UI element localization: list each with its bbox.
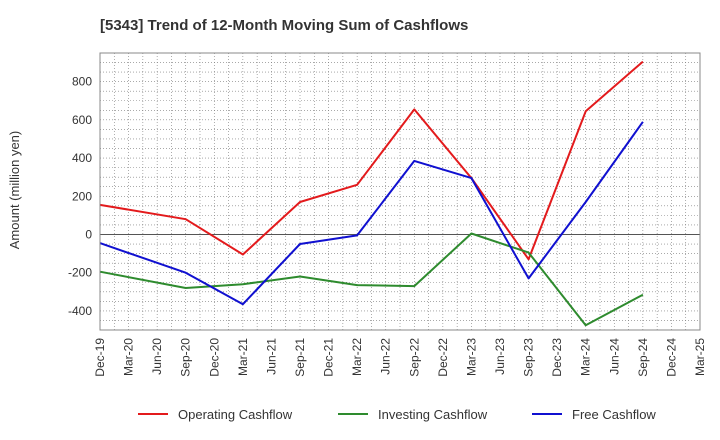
y-tick-label: 0: [85, 227, 92, 241]
chart-title: [5343] Trend of 12-Month Moving Sum of C…: [100, 17, 468, 34]
legend-label: Free Cashflow: [572, 407, 656, 422]
x-tick-label: Mar-24: [579, 338, 593, 376]
x-axis-ticks: Dec-19 Mar-20 Jun-20 Sep-20 Dec-20 Mar-21 Jun-…: [93, 338, 707, 377]
x-tick-label: Mar-22: [350, 338, 364, 376]
x-tick-label: Sep-22: [407, 338, 421, 377]
y-tick-label: -200: [68, 266, 92, 280]
x-tick-label: Dec-21: [322, 338, 336, 377]
legend: Operating Cashflow Investing Cashflow Free…: [138, 407, 656, 422]
series-lines: [99, 60, 644, 327]
x-tick-label: Dec-24: [664, 338, 678, 377]
series-line-free-cashflow: [99, 121, 644, 306]
x-tick-label: Jun-22: [379, 338, 393, 375]
x-tick-label: Mar-21: [236, 338, 250, 376]
x-tick-label: Sep-24: [636, 338, 650, 377]
y-tick-label: -400: [68, 304, 92, 318]
y-axis-ticks: 800 600 400 200 0 -200 -400: [68, 75, 92, 318]
x-tick-label: Dec-23: [550, 338, 564, 377]
x-tick-label: Dec-19: [93, 338, 107, 377]
legend-label: Investing Cashflow: [378, 407, 488, 422]
y-tick-label: 600: [72, 113, 92, 127]
x-tick-label: Jun-23: [493, 338, 507, 375]
x-tick-label: Dec-20: [207, 338, 221, 377]
plot-area: [99, 52, 701, 331]
series-line-investing-cashflow: [99, 232, 644, 327]
x-tick-label: Jun-20: [150, 338, 164, 375]
x-tick-label: Jun-24: [607, 338, 621, 375]
y-axis-label: Amount (million yen): [7, 131, 22, 250]
series-line-operating-cashflow: [99, 60, 644, 261]
x-tick-label: Mar-20: [122, 338, 136, 376]
y-tick-label: 400: [72, 151, 92, 165]
x-tick-label: Mar-23: [464, 338, 478, 376]
y-tick-label: 800: [72, 75, 92, 89]
x-tick-label: Mar-25: [693, 338, 707, 376]
legend-label: Operating Cashflow: [178, 407, 293, 422]
x-tick-label: Dec-22: [436, 338, 450, 377]
x-tick-label: Sep-23: [522, 338, 536, 377]
y-tick-label: 200: [72, 189, 92, 203]
x-tick-label: Sep-21: [293, 338, 307, 377]
x-tick-label: Sep-20: [179, 338, 193, 377]
x-tick-label: Jun-21: [264, 338, 278, 375]
